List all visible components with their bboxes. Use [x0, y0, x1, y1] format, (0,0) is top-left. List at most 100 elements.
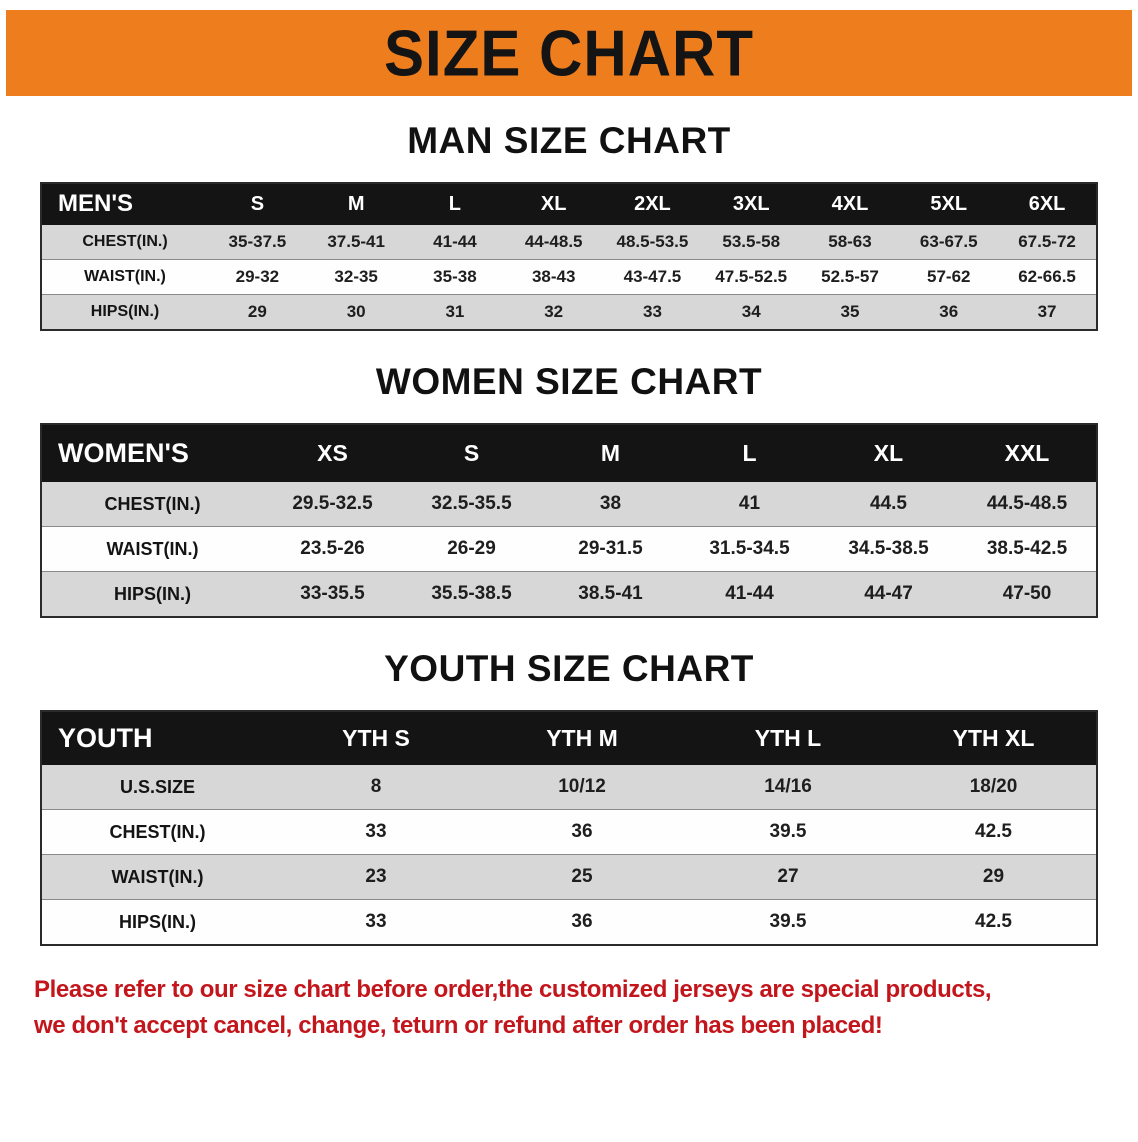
women-size-table: WOMEN'S XS S M L XL XXL CHEST(IN.) 29.5-…	[40, 423, 1098, 618]
size-cell: 29-31.5	[541, 526, 680, 572]
size-column-header: XL	[819, 423, 958, 482]
size-cell: 41-44	[680, 571, 819, 618]
size-cell: 29	[891, 854, 1097, 900]
order-notice-line1: Please refer to our size chart before or…	[34, 976, 992, 1003]
youth-size-table: YOUTH YTH S YTH M YTH L YTH XL U.S.SIZE …	[40, 710, 1098, 946]
row-label: CHEST(IN.)	[41, 481, 263, 527]
size-cell: 38.5-42.5	[958, 526, 1097, 572]
row-label: WAIST(IN.)	[41, 259, 208, 295]
size-cell: 36	[899, 294, 999, 331]
size-column-header: YTH M	[479, 710, 685, 765]
table-row: CHEST(IN.) 33 36 39.5 42.5	[41, 809, 1097, 855]
size-cell: 42.5	[891, 899, 1097, 946]
size-cell: 39.5	[685, 809, 891, 855]
size-column-header: 6XL	[998, 182, 1097, 225]
size-cell: 23.5-26	[263, 526, 402, 572]
table-row: CHEST(IN.) 35-37.5 37.5-41 41-44 44-48.5…	[41, 224, 1097, 260]
size-cell: 27	[685, 854, 891, 900]
size-cell: 41	[680, 481, 819, 527]
size-cell: 47.5-52.5	[701, 259, 801, 295]
size-column-header: XXL	[958, 423, 1097, 482]
size-cell: 36	[479, 809, 685, 855]
size-chart-page: SIZE CHART MAN SIZE CHART MEN'S S M L XL…	[0, 10, 1138, 1044]
table-row: HIPS(IN.) 33 36 39.5 42.5	[41, 899, 1097, 946]
size-cell: 10/12	[479, 764, 685, 810]
size-column-header: S	[208, 182, 307, 225]
size-cell: 52.5-57	[800, 259, 900, 295]
size-cell: 38-43	[504, 259, 604, 295]
size-cell: 35-38	[405, 259, 505, 295]
size-cell: 39.5	[685, 899, 891, 946]
size-column-header: M	[306, 182, 406, 225]
men-section-heading: MAN SIZE CHART	[407, 120, 731, 161]
size-cell: 32-35	[306, 259, 406, 295]
size-cell: 31	[405, 294, 505, 331]
order-notice-line2: we don't accept cancel, change, teturn o…	[34, 1012, 883, 1039]
youth-header-row: YOUTH YTH S YTH M YTH L YTH XL	[41, 710, 1097, 765]
size-cell: 38.5-41	[541, 571, 680, 618]
row-label: CHEST(IN.)	[41, 224, 208, 260]
size-cell: 34.5-38.5	[819, 526, 958, 572]
size-cell: 63-67.5	[899, 224, 999, 260]
size-column-header: 3XL	[701, 182, 801, 225]
size-cell: 33	[603, 294, 702, 331]
size-cell: 44-48.5	[504, 224, 604, 260]
size-cell: 48.5-53.5	[603, 224, 702, 260]
size-cell: 35	[800, 294, 900, 331]
row-label: HIPS(IN.)	[41, 571, 263, 618]
size-cell: 41-44	[405, 224, 505, 260]
size-cell: 31.5-34.5	[680, 526, 819, 572]
size-column-header: XL	[504, 182, 604, 225]
size-cell: 37	[998, 294, 1097, 331]
size-cell: 29.5-32.5	[263, 481, 402, 527]
women-section: WOMEN SIZE CHART WOMEN'S XS S M L XL XXL…	[0, 361, 1138, 618]
size-column-header: XS	[263, 423, 402, 482]
size-cell: 38	[541, 481, 680, 527]
table-row: CHEST(IN.) 29.5-32.5 32.5-35.5 38 41 44.…	[41, 481, 1097, 527]
men-header-row: MEN'S S M L XL 2XL 3XL 4XL 5XL 6XL	[41, 182, 1097, 225]
youth-table-title: YOUTH	[41, 710, 273, 765]
size-cell: 32	[504, 294, 604, 331]
table-row: HIPS(IN.) 33-35.5 35.5-38.5 38.5-41 41-4…	[41, 571, 1097, 618]
row-label: WAIST(IN.)	[41, 854, 273, 900]
size-cell: 29	[208, 294, 307, 331]
row-label: WAIST(IN.)	[41, 526, 263, 572]
youth-section: YOUTH SIZE CHART YOUTH YTH S YTH M YTH L…	[0, 648, 1138, 946]
size-cell: 42.5	[891, 809, 1097, 855]
youth-section-heading: YOUTH SIZE CHART	[384, 648, 754, 689]
women-table-title: WOMEN'S	[41, 423, 263, 482]
size-column-header: YTH XL	[891, 710, 1097, 765]
table-row: WAIST(IN.) 29-32 32-35 35-38 38-43 43-47…	[41, 259, 1097, 295]
size-column-header: 2XL	[603, 182, 702, 225]
size-cell: 34	[701, 294, 801, 331]
size-column-header: L	[680, 423, 819, 482]
size-cell: 36	[479, 899, 685, 946]
women-header-row: WOMEN'S XS S M L XL XXL	[41, 423, 1097, 482]
size-cell: 29-32	[208, 259, 307, 295]
size-cell: 43-47.5	[603, 259, 702, 295]
size-cell: 47-50	[958, 571, 1097, 618]
size-cell: 58-63	[800, 224, 900, 260]
row-label: HIPS(IN.)	[41, 294, 208, 331]
table-row: WAIST(IN.) 23.5-26 26-29 29-31.5 31.5-34…	[41, 526, 1097, 572]
row-label: HIPS(IN.)	[41, 899, 273, 946]
size-cell: 30	[306, 294, 406, 331]
size-cell: 18/20	[891, 764, 1097, 810]
size-cell: 53.5-58	[701, 224, 801, 260]
men-size-table: MEN'S S M L XL 2XL 3XL 4XL 5XL 6XL CHEST…	[40, 182, 1098, 331]
size-column-header: YTH L	[685, 710, 891, 765]
size-cell: 26-29	[402, 526, 541, 572]
size-cell: 44.5-48.5	[958, 481, 1097, 527]
size-column-header: M	[541, 423, 680, 482]
table-row: HIPS(IN.) 29 30 31 32 33 34 35 36 37	[41, 294, 1097, 331]
size-cell: 33	[273, 899, 479, 946]
size-column-header: 5XL	[899, 182, 999, 225]
size-cell: 14/16	[685, 764, 891, 810]
table-row: WAIST(IN.) 23 25 27 29	[41, 854, 1097, 900]
size-cell: 23	[273, 854, 479, 900]
men-section: MAN SIZE CHART MEN'S S M L XL 2XL 3XL 4X…	[0, 120, 1138, 331]
size-cell: 57-62	[899, 259, 999, 295]
size-cell: 35.5-38.5	[402, 571, 541, 618]
row-label: CHEST(IN.)	[41, 809, 273, 855]
size-column-header: L	[405, 182, 505, 225]
